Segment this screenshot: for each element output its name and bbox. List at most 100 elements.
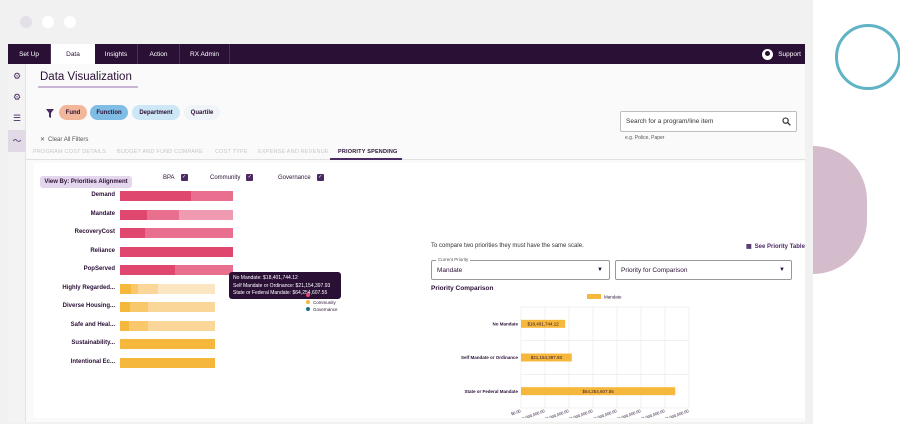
bar-segment[interactable]	[144, 228, 233, 238]
row-label: Demand	[91, 192, 115, 198]
bar-segment[interactable]	[148, 302, 215, 312]
bar-segment[interactable]	[148, 320, 215, 331]
bar-segment[interactable]	[120, 339, 215, 349]
chip-quartile[interactable]: Quartile	[184, 105, 220, 120]
nav-tab-data[interactable]: Data	[51, 44, 95, 64]
bar-segment[interactable]	[120, 357, 215, 368]
bar-segment[interactable]	[130, 302, 149, 312]
bar-segment[interactable]	[191, 191, 233, 201]
filter-icon[interactable]	[46, 109, 54, 118]
active-subtab-indicator	[330, 158, 402, 160]
nav-tab-insights[interactable]: Insights	[95, 44, 138, 64]
bar-segment[interactable]	[157, 283, 215, 294]
row-label: Sustainability...	[71, 340, 115, 346]
bar	[521, 319, 566, 328]
data-label: $21,154,397.93	[531, 355, 563, 360]
check-bpa-label: BPA	[163, 174, 175, 181]
search-icon[interactable]	[782, 117, 791, 126]
current-priority-select[interactable]: Current Priority Mandate ▼	[431, 257, 610, 280]
gear-icon[interactable]: ⚙	[12, 71, 22, 81]
left-chart-legend: BPA Community Governance	[306, 292, 338, 313]
check-community[interactable]: Community ✓	[210, 174, 254, 181]
bar	[521, 387, 676, 396]
checkbox-checked-icon[interactable]: ✓	[316, 174, 324, 181]
x-tick-label: $70,000,000.00	[661, 408, 690, 418]
bar-segment[interactable]	[120, 246, 233, 257]
bar-segment[interactable]	[120, 302, 131, 312]
nav-tab-action[interactable]: Action	[138, 44, 180, 64]
close-icon: ✕	[40, 137, 46, 143]
page-title: Data Visualization	[40, 71, 132, 83]
data-label: $64,254,607.55	[582, 389, 614, 394]
priority-comparison-chart: Mandate $18,401,744.12 No Mandate $21,154,3…	[461, 294, 690, 418]
bar-segment[interactable]	[128, 320, 149, 331]
x-tick-label: $30,000,000.00	[565, 408, 594, 418]
sub-tabs: PROGRAM COST DETAILS BUDGET AND FUND COM…	[26, 146, 805, 160]
x-tick-label: $20,000,000.00	[541, 408, 570, 418]
left-rail: ⚙ ⚙ ☰ 〜	[8, 64, 26, 422]
compare-note: To compare two priorities they must have…	[431, 243, 584, 249]
checkbox-checked-icon[interactable]: ✓	[246, 174, 254, 181]
subtab-budget-and-fund-compare[interactable]: BUDGET AND FUND COMPARE	[117, 149, 203, 155]
priority-comparison-select[interactable]: Priority for Comparison ▼	[615, 260, 792, 280]
x-tick-label: $40,000,000.00	[589, 408, 618, 418]
current-priority-label: Current Priority	[436, 257, 471, 262]
category-label: No Mandate	[492, 321, 518, 326]
subtab-cost-type[interactable]: COST TYPE	[215, 149, 248, 155]
bar-segment[interactable]	[175, 265, 233, 275]
support-link[interactable]: Support	[762, 44, 801, 64]
row-label: RecoveryCost	[74, 229, 115, 235]
search-placeholder: Search for a program/line item	[626, 118, 714, 125]
row-label: Mandate	[90, 210, 115, 217]
bar-segment[interactable]	[138, 283, 158, 294]
row-label: Reliance	[90, 247, 115, 254]
category-label: State or Federal Mandate	[464, 389, 518, 394]
bar-segment[interactable]	[120, 320, 129, 331]
check-governance[interactable]: Governance ✓	[278, 174, 324, 181]
list-icon[interactable]: ☰	[12, 113, 22, 123]
nav-tab-rx-admin[interactable]: RX Admin	[180, 44, 230, 64]
bar-segment[interactable]	[120, 209, 148, 220]
data-label: $18,401,744.12	[527, 321, 559, 326]
check-bpa[interactable]: BPA ✓	[163, 174, 188, 181]
bar-segment[interactable]	[120, 228, 145, 238]
window-dot-1	[20, 16, 32, 28]
see-table-label: See Priority Table	[754, 243, 805, 250]
clear-filters-button[interactable]: ✕ Clear All Filters	[40, 136, 88, 144]
row-label: PopServed	[83, 266, 115, 272]
table-icon: ▦	[746, 244, 752, 250]
view-by-selector[interactable]: View By: Priorities Alignment	[40, 176, 132, 188]
priority-comparison-placeholder: Priority for Comparison	[621, 267, 688, 274]
legend-swatch	[587, 294, 601, 299]
settings-cluster-icon[interactable]: ⚙	[12, 92, 22, 102]
bar-segment[interactable]	[131, 283, 139, 294]
decorative-half-circle	[813, 146, 867, 274]
x-tick-label: $50,000,000.00	[613, 408, 642, 418]
subtab-expense-and-revenue[interactable]: EXPENSE AND REVENUE	[258, 149, 329, 155]
main-content: Data Visualization Fund Function Departm…	[26, 64, 805, 422]
chip-department[interactable]: Department	[132, 105, 180, 120]
bar-segment[interactable]	[120, 265, 176, 275]
tooltip-line: State or Federal Mandate: $64,254,607.55	[233, 290, 328, 296]
chip-function[interactable]: Function	[90, 105, 128, 120]
row-label: Diverse Housing...	[62, 303, 115, 309]
priority-spending-panel: View By: Priorities Alignment BPA ✓ Comm…	[34, 163, 805, 418]
see-priority-table-link[interactable]: ▦ See Priority Table	[746, 243, 805, 251]
subtab-program-cost-details[interactable]: PROGRAM COST DETAILS	[33, 149, 107, 155]
tooltip-line: Self Mandate or Ordinance: $21,154,397.9…	[233, 282, 331, 289]
bar-segment[interactable]	[178, 209, 233, 220]
chart-line-icon[interactable]: 〜	[8, 130, 26, 152]
category-label: Self Mandate or Ordinance	[461, 355, 519, 360]
search-input[interactable]: Search for a program/line item	[620, 111, 797, 132]
chart-title: Priority Comparison	[431, 285, 494, 292]
nav-tab-setup[interactable]: Set Up	[8, 44, 51, 64]
bar-segment[interactable]	[120, 283, 132, 294]
row-label: Intentional Ec...	[70, 358, 115, 365]
checkbox-checked-icon[interactable]: ✓	[180, 174, 188, 181]
bar-segment[interactable]	[147, 209, 179, 220]
chip-fund[interactable]: Fund	[59, 105, 87, 120]
legend-item-governance: Governance	[306, 306, 338, 313]
subtab-priority-spending[interactable]: PRIORITY SPENDING	[338, 149, 398, 155]
search-hint: e.g. Police, Paper	[625, 135, 665, 141]
bar-segment[interactable]	[120, 191, 192, 201]
